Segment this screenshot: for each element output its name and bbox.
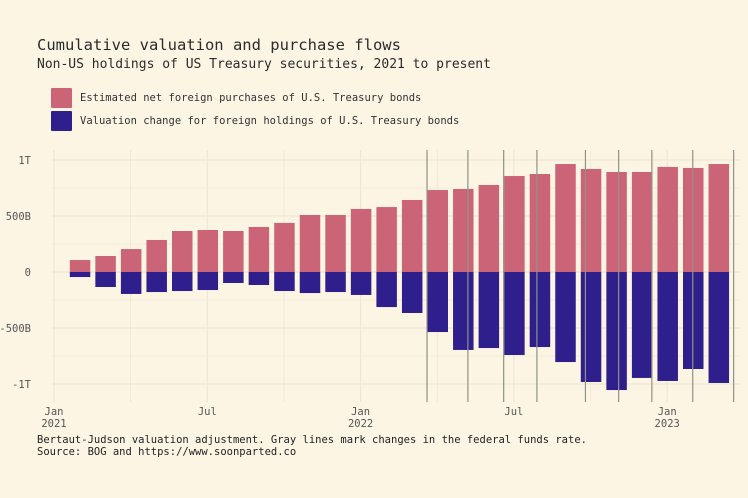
- bar-valuation: [223, 272, 244, 283]
- x-tick-label: Jan: [351, 406, 370, 418]
- bar-valuation: [69, 272, 91, 278]
- bar-purchases: [478, 184, 500, 272]
- bar-valuation: [325, 272, 346, 293]
- bars: [69, 164, 730, 391]
- x-tick-year-label: 2022: [348, 418, 373, 430]
- rate-change-lines: [426, 150, 735, 402]
- legend-label-valuation: Valuation change for foreign holdings of…: [80, 114, 460, 127]
- x-tick-label: Jul: [198, 406, 217, 418]
- x-tick-year-label: 2021: [41, 418, 66, 430]
- chart-title: Cumulative valuation and purchase flows: [37, 36, 401, 54]
- legend-label-purchases: Estimated net foreign purchases of U.S. …: [80, 91, 422, 104]
- bar-valuation: [657, 272, 678, 381]
- bar-purchases: [146, 239, 167, 272]
- bar-valuation: [350, 272, 372, 295]
- bar-valuation: [95, 272, 116, 288]
- x-tick-label: Jan: [45, 406, 64, 418]
- bar-purchases: [248, 226, 270, 272]
- bar-valuation: [504, 272, 525, 355]
- bar-purchases: [376, 207, 397, 272]
- legend-swatch-purchases: [51, 87, 72, 108]
- bar-purchases: [299, 214, 321, 272]
- bar-valuation: [274, 272, 295, 292]
- x-tick-label: Jan: [658, 406, 677, 418]
- y-tick-label: -1T: [12, 379, 32, 391]
- bar-purchases: [197, 230, 219, 272]
- bar-valuation: [453, 272, 474, 350]
- bar-valuation: [631, 272, 653, 378]
- bar-valuation: [299, 272, 321, 294]
- y-tick-label: 0: [25, 267, 31, 279]
- bar-valuation: [708, 272, 730, 383]
- caption: Bertaut-Judson valuation adjustment. Gra…: [37, 434, 587, 458]
- bar-purchases: [172, 231, 193, 272]
- legend-item-valuation: Valuation change for foreign holdings of…: [51, 109, 459, 132]
- bar-purchases: [325, 214, 346, 272]
- bar-purchases: [427, 190, 448, 272]
- bar-purchases: [69, 260, 91, 272]
- bar-purchases: [350, 208, 372, 272]
- bar-valuation: [606, 272, 627, 391]
- bar-valuation: [197, 272, 219, 291]
- bar-valuation: [120, 272, 142, 294]
- bar-purchases: [223, 231, 244, 272]
- bar-purchases: [631, 171, 653, 272]
- bar-purchases: [657, 166, 678, 272]
- bar-purchases: [274, 222, 295, 272]
- bar-valuation: [478, 272, 500, 349]
- y-axis: 1T 500B 0 -500B -1T: [0, 155, 32, 391]
- legend-swatch-valuation: [51, 110, 72, 131]
- bar-purchases: [453, 189, 474, 272]
- bar-purchases: [580, 168, 602, 272]
- y-tick-label: -500B: [0, 323, 31, 335]
- bar-purchases: [555, 164, 576, 272]
- bar-valuation: [555, 272, 576, 363]
- bar-valuation: [401, 272, 423, 313]
- bar-purchases: [401, 199, 423, 272]
- caption-note: Bertaut-Judson valuation adjustment. Gra…: [37, 434, 587, 446]
- bar-valuation: [172, 272, 193, 292]
- bar-purchases: [504, 176, 525, 272]
- bar-valuation: [427, 272, 448, 333]
- caption-source: Source: BOG and https://www.soonparted.c…: [37, 446, 297, 458]
- x-tick-label: Jul: [504, 406, 523, 418]
- bar-valuation: [529, 272, 551, 348]
- bar-valuation: [248, 272, 270, 285]
- bar-purchases: [120, 249, 142, 272]
- x-tick-year-label: 2023: [655, 418, 680, 430]
- bar-purchases: [708, 164, 730, 272]
- legend-item-purchases: Estimated net foreign purchases of U.S. …: [51, 86, 459, 109]
- bar-valuation: [146, 272, 167, 293]
- bar-purchases: [95, 255, 116, 272]
- legend: Estimated net foreign purchases of U.S. …: [51, 86, 459, 132]
- bar-purchases: [606, 171, 627, 272]
- y-tick-label: 500B: [6, 211, 31, 223]
- chart-subtitle: Non-US holdings of US Treasury securitie…: [37, 57, 491, 72]
- bar-valuation: [580, 272, 602, 382]
- bar-valuation: [376, 272, 397, 308]
- y-tick-label: 1T: [18, 155, 31, 167]
- bar-purchases: [529, 174, 551, 272]
